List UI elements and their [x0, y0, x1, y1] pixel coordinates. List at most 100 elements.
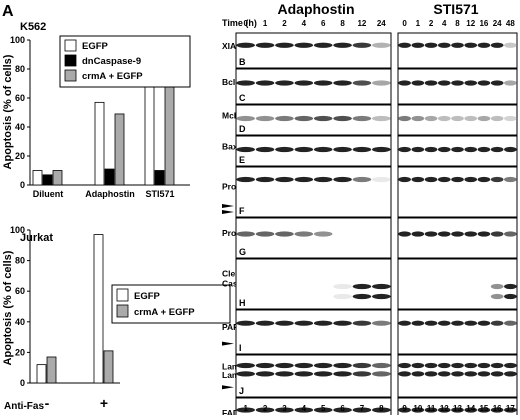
band [313, 231, 333, 237]
k562-legend: EGFP dnCaspase-9 crmA + EGFP [59, 35, 191, 88]
lane-number: 3 [282, 404, 287, 413]
lane-number: 9 [402, 404, 407, 413]
band [294, 146, 314, 153]
band [437, 231, 451, 237]
band [490, 362, 504, 369]
band [424, 231, 438, 237]
lane-number: 17 [506, 404, 515, 413]
band [372, 293, 391, 300]
band [437, 176, 451, 183]
band [294, 371, 314, 377]
band [236, 407, 255, 413]
y-tick-label: 100 [10, 35, 25, 45]
blot-frame [235, 166, 392, 218]
arrow-icon [222, 204, 234, 208]
band [313, 320, 333, 326]
band [255, 362, 275, 369]
band [236, 320, 255, 326]
lane-number: 5 [321, 404, 326, 413]
panel-letter-c: C [239, 93, 246, 103]
arrow-icon [222, 341, 234, 346]
band [451, 115, 464, 122]
jurkat-title: Jurkat [20, 232, 53, 244]
jurkat-axes: 0 20 40 60 80 100 - + [10, 225, 120, 411]
band [477, 371, 491, 377]
band [477, 407, 491, 413]
bar-egfp-0 [32, 170, 43, 186]
band [236, 362, 255, 369]
band [236, 176, 255, 183]
band [275, 371, 294, 377]
band [424, 407, 438, 413]
band [294, 362, 314, 369]
k562-bars [32, 55, 175, 186]
time-point-0-2: 2 [282, 19, 287, 28]
blot-frame [235, 32, 392, 69]
lane-number: 14 [466, 404, 475, 413]
band [490, 42, 504, 48]
panel-letter: A [2, 3, 14, 20]
band [451, 407, 464, 413]
lane-number: 15 [479, 404, 488, 413]
time-point-1-2: 2 [429, 19, 434, 28]
blot-frame [397, 309, 518, 355]
band [411, 42, 425, 48]
panel-letter-j: J [239, 386, 244, 396]
band [333, 146, 352, 153]
band [464, 176, 478, 183]
y-tick-label: 60 [15, 286, 25, 296]
lane-number: 6 [340, 404, 345, 413]
arrow-icon [222, 385, 234, 390]
band [411, 407, 425, 413]
legend-swatch [64, 39, 77, 52]
band [294, 115, 314, 122]
k562-chart: K562 Apoptosis (% of cells) 0 20 40 60 80 100… [2, 21, 191, 199]
x-tick-label: + [100, 395, 108, 411]
band [464, 371, 478, 377]
band [333, 115, 352, 122]
band [451, 371, 464, 377]
band [398, 146, 411, 153]
jurkat-chart: Jurkat Apoptosis (% of cells) Anti-Fas 0… [2, 225, 231, 412]
band [490, 320, 504, 326]
blot-frame [235, 68, 392, 105]
time-point-1-5: 12 [466, 19, 475, 28]
y-tick-label: 40 [15, 122, 25, 132]
band [275, 115, 294, 122]
band [372, 407, 391, 413]
band [437, 320, 451, 326]
panel-letter-h: H [239, 298, 246, 308]
band [464, 407, 478, 413]
band [477, 42, 491, 48]
band [411, 362, 425, 369]
panel-letter-f: F [239, 206, 245, 216]
band [411, 320, 425, 326]
band [352, 146, 372, 153]
band [294, 407, 314, 413]
band [424, 176, 438, 183]
bar-crma-egfp-1 [103, 350, 114, 384]
blot-panel-d: Mcl-1 D [222, 104, 518, 136]
jurkat-bars [36, 234, 114, 384]
time-point-1-3: 4 [442, 19, 447, 28]
band [504, 320, 517, 326]
band [333, 371, 352, 377]
band [437, 42, 451, 48]
band [504, 80, 517, 86]
blot-frame [235, 258, 392, 310]
x-tick-label: - [45, 395, 50, 411]
band [294, 42, 314, 48]
band [255, 231, 275, 237]
blot-frame [397, 166, 518, 218]
bar-egfp-1 [94, 101, 105, 186]
y-tick-label: 100 [10, 225, 25, 235]
band [424, 371, 438, 377]
band [437, 371, 451, 377]
band [313, 115, 333, 122]
band [372, 146, 391, 153]
band [333, 42, 352, 48]
band [451, 176, 464, 183]
band [451, 362, 464, 369]
band [424, 362, 438, 369]
band [437, 362, 451, 369]
